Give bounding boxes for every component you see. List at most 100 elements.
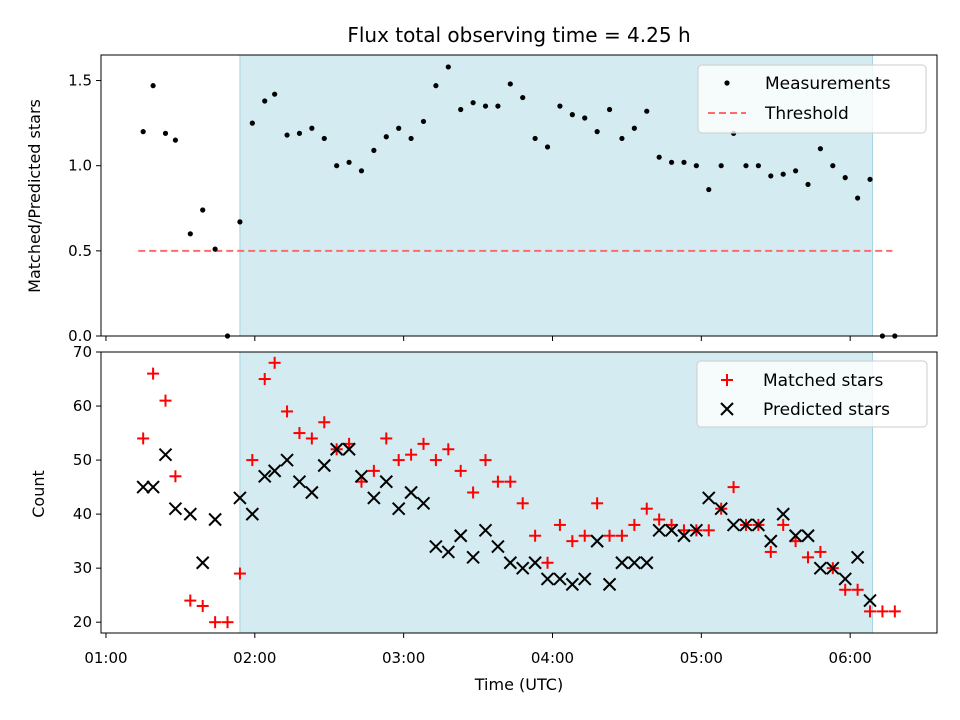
measurement-point: [855, 195, 861, 201]
predicted-star-point: [739, 518, 753, 532]
predicted-star-point: [615, 556, 629, 570]
matched-star-point: [147, 367, 160, 380]
chart-title: Flux total observing time = 4.25 h: [347, 23, 690, 47]
matched-star-point: [504, 475, 517, 488]
predicted-star-point: [503, 556, 518, 570]
bottom-y-axis-label: Count: [29, 470, 48, 518]
legend-threshold-label: Threshold: [764, 104, 849, 124]
matched-stars-points: [137, 356, 901, 629]
matched-star-point: [640, 502, 653, 515]
top-y-tick-label: 0.0: [68, 327, 92, 345]
matched-star-point: [467, 486, 480, 499]
measurement-point: [668, 159, 675, 165]
measurement-point: [433, 83, 439, 89]
matched-star-point: [591, 497, 604, 510]
matched-star-point: [876, 605, 889, 618]
matched-star-point: [764, 545, 777, 558]
matched-star-point: [541, 556, 554, 569]
matched-star-point: [566, 535, 579, 548]
measurement-point: [644, 108, 650, 114]
bottom-y-ticks: 20 30 40 50 60 70: [73, 343, 101, 631]
predicted-star-point: [208, 512, 222, 527]
matched-star-point: [529, 529, 542, 542]
predicted-star-point: [640, 556, 654, 570]
predicted-star-point: [416, 496, 431, 511]
predicted-star-point: [391, 502, 406, 516]
predicted-star-point: [652, 523, 666, 538]
measurement-point: [495, 103, 501, 109]
top-y-tick-label: 1.0: [68, 157, 92, 175]
measurement-point: [706, 186, 712, 193]
matched-star-point: [653, 513, 666, 526]
matched-star-point: [839, 583, 852, 596]
measurement-point: [334, 163, 340, 169]
bottom-x-tick-label: 02:00: [233, 649, 276, 667]
matched-star-point: [367, 464, 380, 477]
legend-matched-marker: [721, 374, 733, 386]
predicted-star-point: [714, 502, 728, 516]
predicted-star-point: [453, 529, 468, 543]
matched-star-point: [479, 454, 492, 467]
measurement-point: [557, 103, 563, 109]
matched-star-point: [864, 605, 877, 618]
matched-star-point: [417, 437, 430, 450]
predicted-star-point: [664, 523, 679, 538]
matched-star-point: [246, 454, 259, 467]
matched-star-point: [380, 432, 393, 445]
predicted-star-point: [788, 529, 803, 543]
bottom-legend: Matched stars Predicted stars: [696, 360, 928, 428]
measurement-point: [284, 132, 290, 138]
measurement-point: [262, 98, 268, 104]
measurement-point: [371, 147, 377, 153]
predicted-star-point: [751, 518, 766, 532]
legend-predicted-label: Predicted stars: [763, 400, 890, 420]
measurement-point: [817, 146, 824, 152]
measurement-point: [780, 171, 786, 177]
measurement-point: [383, 134, 389, 140]
predicted-star-point: [354, 469, 369, 483]
predicted-star-point: [863, 593, 877, 608]
matched-star-point: [628, 518, 641, 531]
measurement-point: [346, 159, 352, 165]
bottom-y-tick-label: 20: [73, 613, 92, 631]
top-y-axis-label: Matched/Predicted stars: [25, 99, 44, 293]
bottom-x-ticks: 01:00 02:00 03:00 04:00 05:00 06:00: [84, 633, 872, 667]
measurement-point: [532, 135, 538, 142]
bottom-panel: 20 30 40 50 60 70 01:00 02:00 03:00 04:00 05:00 06…: [29, 343, 938, 694]
predicted-star-point: [801, 529, 815, 543]
predicted-star-point: [689, 523, 704, 538]
predicted-star-point: [491, 539, 505, 554]
legend-measurements-marker: [724, 80, 730, 86]
bottom-x-tick-label: 04:00: [531, 649, 574, 667]
top-y-tick-label: 0.5: [68, 242, 92, 260]
matched-star-point: [578, 529, 591, 542]
bottom-y-tick-label: 40: [73, 505, 92, 523]
matched-star-point: [603, 529, 616, 542]
matched-star-point: [258, 373, 271, 386]
matched-star-point: [281, 405, 294, 418]
matched-star-point: [851, 583, 864, 596]
matched-star-point: [454, 464, 467, 477]
predicted-star-point: [367, 491, 381, 505]
matched-star-point: [196, 599, 209, 612]
measurement-point: [249, 120, 255, 126]
predicted-star-point: [826, 561, 840, 575]
bottom-legend-box: [696, 360, 928, 428]
measurement-point: [619, 135, 625, 142]
bottom-x-tick-label: 01:00: [84, 649, 127, 667]
matched-star-point: [516, 497, 529, 510]
x-axis-label: Time (UTC): [474, 675, 563, 694]
predicted-star-point: [267, 464, 282, 478]
measurement-point: [507, 81, 513, 87]
bottom-y-tick-label: 30: [73, 559, 92, 577]
predicted-star-point: [726, 518, 741, 532]
matched-star-point: [777, 518, 790, 531]
predicted-star-point: [404, 485, 418, 500]
measurement-point: [867, 176, 873, 182]
predicted-star-point: [233, 491, 247, 505]
top-x-ticks: [105, 336, 851, 341]
bottom-y-tick-label: 50: [73, 451, 92, 469]
measurement-point: [458, 106, 464, 113]
matched-star-point: [615, 529, 628, 542]
matched-star-point: [814, 545, 827, 558]
